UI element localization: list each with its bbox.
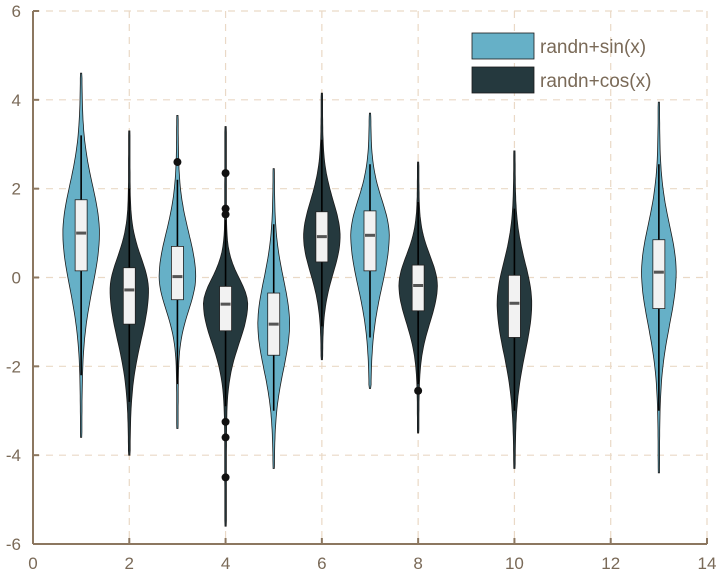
legend-swatch (471, 66, 535, 94)
violin-outlier (221, 169, 230, 178)
violin-group (641, 101, 677, 474)
violin-group (350, 112, 390, 389)
y-tick-label: 2 (12, 180, 21, 199)
violin-box (171, 246, 184, 301)
violin-group (109, 130, 149, 456)
violin-box (363, 210, 377, 272)
x-tick-label: 14 (698, 554, 717, 573)
violin-group (398, 161, 438, 434)
violin-outlier (221, 417, 230, 426)
x-tick-label: 4 (221, 554, 230, 573)
violin-box (411, 264, 425, 312)
legend-label: randn+cos(x) (540, 71, 651, 92)
violin-outlier (173, 158, 182, 167)
violin-group (257, 168, 291, 469)
violin-box (652, 239, 666, 309)
x-tick-label: 8 (413, 554, 422, 573)
x-tick-label: 0 (28, 554, 37, 573)
x-tick-label: 2 (125, 554, 134, 573)
y-tick-label: 4 (12, 91, 21, 110)
x-tick-label: 12 (601, 554, 620, 573)
violin-outlier (221, 433, 230, 442)
legend: randn+sin(x) randn+cos(x) (471, 32, 651, 94)
violin-box (219, 285, 232, 332)
violin-outlier (221, 473, 230, 482)
y-tick-label: 0 (12, 269, 21, 288)
violin-box (74, 199, 88, 272)
axes: -6 -4 -2 0 2 4 6 0 2 4 6 8 10 12 14 (6, 2, 717, 573)
violin-group (202, 126, 249, 527)
y-tick-label: -6 (6, 535, 21, 554)
violin-group (496, 150, 533, 469)
violin-outlier (221, 204, 230, 213)
y-tick-label: 6 (12, 2, 21, 21)
y-tick-label: -4 (6, 446, 21, 465)
violin-box (508, 274, 521, 338)
violin-group (303, 92, 341, 361)
violin-outlier (414, 386, 423, 395)
y-tick-label: -2 (6, 357, 21, 376)
violins (62, 72, 677, 527)
violin-group (158, 115, 197, 429)
legend-label: randn+sin(x) (540, 37, 646, 58)
violin-outlier (221, 210, 230, 219)
violin-group (62, 72, 100, 438)
violin-box (122, 267, 136, 325)
x-tick-label: 10 (505, 554, 524, 573)
legend-swatch (471, 32, 535, 60)
x-tick-label: 6 (317, 554, 326, 573)
